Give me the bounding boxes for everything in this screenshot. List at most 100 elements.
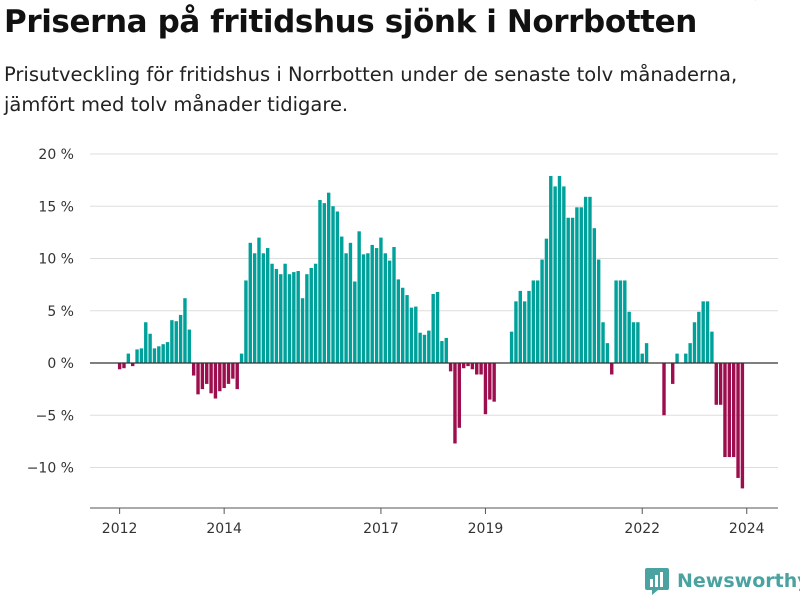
bar [553,186,557,363]
bar [131,363,135,367]
bar [592,228,597,363]
bar [457,363,462,428]
bar [383,253,387,363]
bar [614,280,618,363]
y-tick-label: 10 % [38,252,74,268]
bar [618,280,623,363]
bar [409,307,414,363]
bar [353,281,357,363]
bar [540,259,544,363]
bar [174,321,178,363]
bar [736,363,740,478]
bar [483,363,488,415]
bar [257,237,261,363]
bar [305,274,309,363]
bar [688,343,692,363]
bar [148,333,152,363]
bar [675,353,679,363]
latest-value-annotation: −12 % [729,0,776,4]
bar [392,247,396,363]
bar [418,332,422,363]
bar [387,260,392,363]
bar [200,363,205,390]
bar [636,322,640,363]
bar [536,280,540,363]
bar [435,291,440,363]
bar [575,207,579,363]
bar [414,306,418,363]
bar [252,253,257,363]
x-tick-label: 2019 [468,521,504,537]
y-tick-label: 15 % [38,199,74,215]
bar [357,231,361,363]
bar [470,363,475,370]
bar [196,363,200,395]
bar [640,353,644,363]
chart-title: Priserna på fritidshus sjönk i Norrbotte… [4,4,697,40]
bar [527,290,531,363]
x-tick-label: 2022 [624,521,660,537]
bar [270,263,274,363]
bar [244,280,248,363]
axis-layer: 20 % 15 % 10 % 5 % 0 % −5 % −10 % 2012 2014 2017 2… [27,0,778,537]
y-tick-label: 5 % [47,304,74,320]
y-tick-label: 20 % [38,147,74,163]
bar [514,301,518,364]
bar [623,280,627,363]
bar [461,363,466,369]
bar [139,348,144,363]
bar [644,343,649,363]
bar [631,322,636,363]
x-tick-label: 2024 [729,521,765,537]
bar [492,363,496,402]
bar [213,363,218,399]
bar [440,341,444,364]
bar [544,238,549,363]
bar [431,294,435,363]
bar [222,363,226,389]
brand-name: Newsworthy [677,570,800,592]
bar [117,363,122,370]
y-tick-label: −10 % [27,461,74,477]
bar [475,363,479,375]
bar [366,253,370,363]
bar [379,237,383,363]
bar [235,363,239,390]
bar [226,363,231,384]
bar [727,363,732,458]
bar [313,263,318,363]
bar [165,342,170,363]
bar [705,301,710,364]
bar [596,259,601,363]
bar [562,186,566,363]
bar [340,236,344,363]
bar [296,271,300,363]
bar [488,363,492,400]
bar [405,295,409,363]
bar [157,346,161,363]
bar [170,320,174,363]
bar [183,298,187,363]
bar [448,363,453,372]
bar [570,217,575,363]
bar [205,363,209,384]
bar [126,353,131,363]
bar [309,267,313,363]
bar [187,329,192,363]
bar [509,331,514,363]
bar [718,363,723,405]
y-tick-label: −5 % [36,408,74,424]
bar [714,363,718,405]
bar [427,330,431,363]
bar [401,287,405,363]
bar [279,274,283,363]
bar [322,203,327,363]
bar [731,363,736,458]
bar [239,353,244,363]
x-tick-label: 2017 [363,521,399,537]
bar [740,363,745,489]
bar [274,268,279,363]
bar [122,363,126,369]
bar [218,363,222,392]
newsworthy-logo[interactable]: Newsworthy [644,567,800,595]
